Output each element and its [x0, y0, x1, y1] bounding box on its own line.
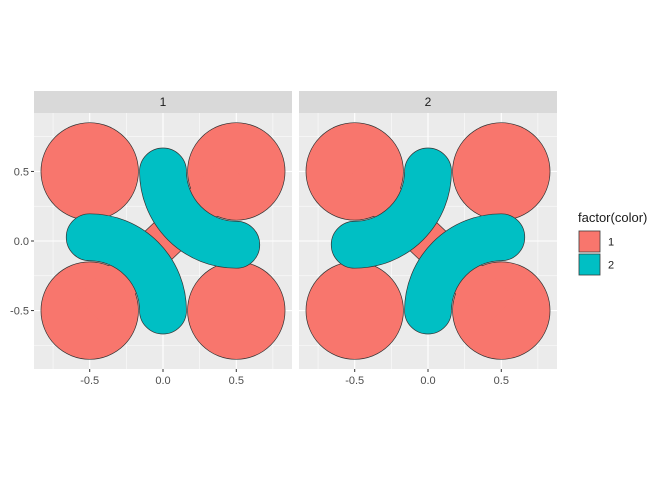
facet-strip-label: 1 [160, 95, 167, 109]
x-tick-label: 0.5 [229, 375, 244, 387]
legend-key-swatch [578, 253, 601, 276]
polygon-crescent-upper [330, 147, 452, 269]
panel-shapes [40, 122, 286, 360]
y-tick-label: 0.0 [14, 236, 29, 248]
polygon-lobe-center [341, 157, 515, 325]
polygon-crescent-lower [404, 213, 526, 335]
legend-key-swatch [578, 230, 601, 253]
x-tick-label: 0.0 [155, 375, 170, 387]
polygon-lobe-center [76, 157, 250, 325]
y-tick-label: 0.5 [14, 166, 29, 178]
legend-label: 2 [608, 260, 614, 272]
legend-label: 1 [608, 237, 614, 249]
polygon-crescent-upper [139, 147, 261, 269]
polygon-crescent-lower [65, 213, 187, 335]
x-tick-label: 0.0 [420, 375, 435, 387]
facet-strip [299, 91, 557, 113]
legend: factor(color) 1 2 [578, 210, 647, 276]
facet-strip [34, 91, 292, 113]
polygon-lobe-lower-right [187, 262, 285, 359]
facet-panel-2: 2 -0.5 0.0 0.5 [299, 91, 557, 387]
x-tick-label: -0.5 [80, 375, 99, 387]
facet-panel-1: 1 -0.5 0.0 0.5 -0.5 0.0 0.5 [10, 91, 292, 387]
legend-title: factor(color) [578, 210, 647, 225]
polygon-circle-lower-left [306, 262, 404, 359]
facet-strip-label: 2 [425, 95, 432, 109]
polygon-circle-upper-right [452, 123, 550, 220]
panel-shapes [305, 122, 551, 360]
x-tick-label: 0.5 [494, 375, 509, 387]
x-tick-label: -0.5 [345, 375, 364, 387]
polygon-circle-upper-left [41, 123, 139, 220]
y-tick-label: -0.5 [10, 306, 29, 318]
